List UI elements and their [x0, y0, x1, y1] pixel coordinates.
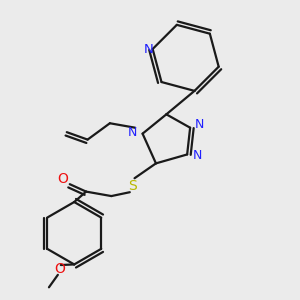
- Text: S: S: [128, 179, 136, 193]
- Text: N: N: [128, 126, 137, 139]
- Text: O: O: [54, 262, 65, 276]
- Text: N: N: [143, 43, 153, 56]
- Text: N: N: [193, 149, 202, 162]
- Text: O: O: [58, 172, 68, 186]
- Text: N: N: [194, 118, 204, 131]
